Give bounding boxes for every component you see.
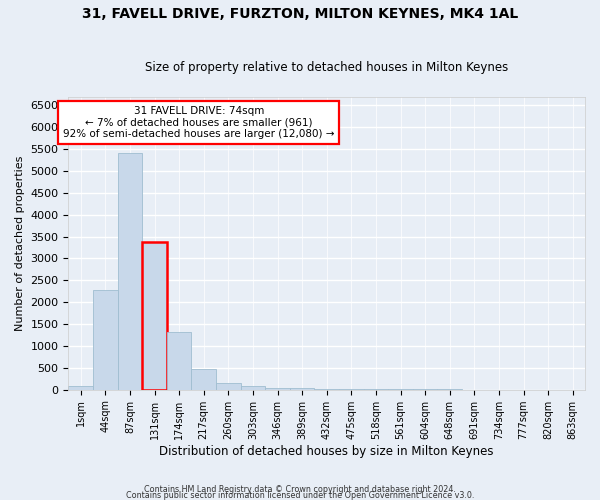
Bar	[68, 386, 93, 390]
X-axis label: Distribution of detached houses by size in Milton Keynes: Distribution of detached houses by size …	[160, 444, 494, 458]
Bar	[216, 382, 241, 390]
Bar	[241, 386, 265, 390]
Bar	[167, 332, 191, 390]
Bar	[93, 290, 118, 390]
Title: Size of property relative to detached houses in Milton Keynes: Size of property relative to detached ho…	[145, 62, 508, 74]
Bar	[314, 388, 339, 390]
Bar	[364, 389, 388, 390]
Text: 31, FAVELL DRIVE, FURZTON, MILTON KEYNES, MK4 1AL: 31, FAVELL DRIVE, FURZTON, MILTON KEYNES…	[82, 8, 518, 22]
Bar	[118, 152, 142, 390]
Text: Contains public sector information licensed under the Open Government Licence v3: Contains public sector information licen…	[126, 490, 474, 500]
Bar	[290, 388, 314, 390]
Bar	[339, 389, 364, 390]
Bar	[142, 242, 167, 390]
Text: Contains HM Land Registry data © Crown copyright and database right 2024.: Contains HM Land Registry data © Crown c…	[144, 484, 456, 494]
Y-axis label: Number of detached properties: Number of detached properties	[15, 156, 25, 331]
Text: 31 FAVELL DRIVE: 74sqm
← 7% of detached houses are smaller (961)
92% of semi-det: 31 FAVELL DRIVE: 74sqm ← 7% of detached …	[63, 106, 335, 140]
Bar	[191, 368, 216, 390]
Bar	[265, 388, 290, 390]
